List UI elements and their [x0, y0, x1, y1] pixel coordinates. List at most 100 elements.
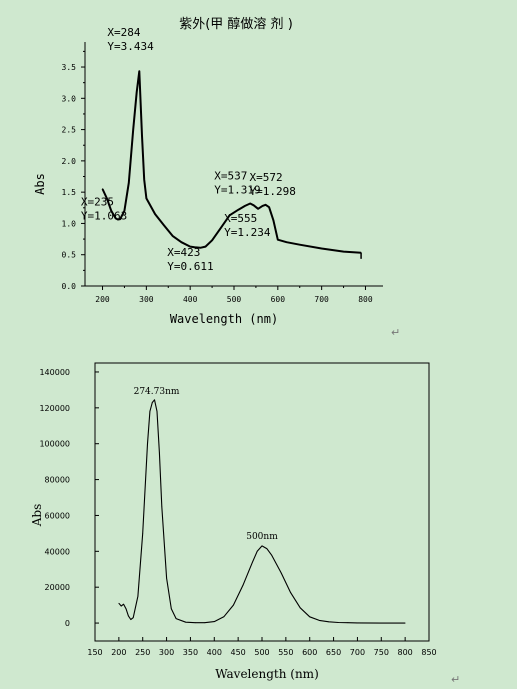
spectrum-point	[123, 603, 125, 605]
spectrum-point	[380, 622, 382, 624]
x-tick-label: 800	[358, 295, 373, 304]
spectrum-point	[249, 202, 251, 205]
peak-annotation-y: Y=1.234	[224, 226, 271, 239]
spectrum-point	[132, 617, 134, 619]
spectrum-point	[253, 204, 255, 206]
spectrum-point	[170, 608, 172, 610]
spectrum-point	[220, 227, 222, 229]
x-tick-label: 650	[326, 648, 341, 657]
spectrum-point	[261, 205, 264, 207]
spectrum-point	[137, 595, 139, 597]
spectrum-point	[145, 197, 147, 200]
spectrum-point	[189, 245, 191, 248]
peak-annotation-y: Y=1.298	[250, 185, 296, 198]
spectrum-point	[199, 247, 201, 249]
spectrum-point	[136, 91, 138, 93]
spectrum-point	[147, 443, 148, 445]
y-tick-label: 20000	[45, 583, 70, 592]
spectrum-point	[257, 208, 259, 210]
x-tick-label: 700	[314, 295, 329, 304]
spectrum-point	[299, 244, 301, 246]
spectrum-point	[125, 608, 127, 610]
spectrum-point	[193, 246, 196, 248]
peak-annotation-x: X=423	[167, 246, 200, 259]
x-tick-label: 250	[135, 648, 150, 657]
uv-spectrum-chart-methanol: 紫外(甲 醇做溶 剂 ) 200 300 400 500 600 700 800 0.0 0.5 1…	[33, 16, 383, 326]
spectrum-point	[159, 452, 160, 454]
y-tick-label: 1.5	[62, 188, 77, 197]
x-tick-label: 300	[139, 295, 154, 304]
spectrum-point	[285, 241, 288, 243]
peak-annotation-x: X=235	[81, 195, 114, 208]
spectrum-point	[232, 604, 234, 606]
uv-spectrum-chart-2: 150 200 250 300 350 400 450 500 550 600 650 700 750 8…	[30, 362, 437, 681]
x-tick-label: 600	[302, 648, 317, 657]
x-tick-label: 350	[183, 648, 198, 657]
x-axis-label: Wavelength (nm)	[170, 312, 278, 326]
spectrum-point	[163, 224, 165, 226]
spectrum-point	[264, 204, 267, 206]
x-tick-label: 600	[271, 295, 286, 304]
spectrum-line	[101, 70, 362, 254]
y-tick-label: 0	[65, 619, 70, 628]
x-tick-label: 200	[111, 648, 126, 657]
spectrum-point	[321, 247, 323, 250]
spectrum-point	[132, 128, 134, 131]
x-tick-label: 800	[398, 648, 413, 657]
spectrum-point	[299, 607, 301, 609]
y-tick-label: 60000	[45, 511, 70, 520]
x-tick-label: 500	[227, 295, 242, 304]
x-tick-label: 750	[374, 648, 389, 657]
spectrum-point	[318, 619, 320, 621]
peak-annotation-y: Y=3.434	[107, 40, 154, 53]
spectrum-point	[277, 239, 279, 241]
spectrum-point	[120, 605, 122, 607]
spectrum-point	[342, 250, 345, 253]
spectrum-point	[261, 545, 263, 547]
spectrum-point	[337, 622, 339, 623]
y-axis-label: Abs	[30, 504, 44, 528]
y-tick-label: 40000	[45, 547, 70, 556]
x-tick-label: 400	[207, 648, 222, 657]
spectrum-point	[280, 572, 282, 574]
spectrum-point	[272, 219, 275, 221]
x-tick-label: 700	[350, 648, 365, 657]
spectrum-point	[161, 506, 163, 507]
spectrum-point	[204, 622, 206, 624]
spectrum-point	[211, 239, 213, 241]
spectrum-point	[309, 616, 311, 618]
spectrum-point	[101, 188, 104, 190]
spectrum-point	[151, 402, 153, 403]
peak-annotation-y: Y=0.611	[167, 260, 213, 273]
spectrum-point	[106, 197, 108, 200]
y-tick-label: 140000	[39, 368, 70, 377]
spectrum-point	[180, 241, 183, 243]
peak-annotation-y: Y=1.319	[214, 183, 260, 196]
spectrum-point	[128, 182, 130, 184]
spectrum-point	[229, 214, 231, 216]
spectrum-point	[141, 135, 143, 137]
spectrum-point	[242, 585, 244, 586]
spectrum-point	[266, 548, 268, 550]
spectrum-point	[194, 622, 196, 624]
spectrum-point	[213, 621, 215, 623]
y-tick-label: 2.5	[62, 126, 77, 135]
y-tick-label: 2.0	[62, 157, 77, 166]
x-tick-label: 550	[278, 648, 293, 657]
spectrum-point	[142, 532, 144, 534]
y-axis-label: Abs	[33, 173, 47, 195]
y-tick-label: 3.0	[62, 94, 77, 103]
spectrum-point	[172, 235, 174, 237]
spectrum-point	[271, 554, 272, 556]
spectrum-point	[119, 218, 121, 220]
y-tick-label: 0.5	[62, 251, 77, 260]
x-tick-label: 850	[421, 648, 436, 657]
x-tick-label: 150	[87, 648, 102, 657]
spectrum-point	[138, 70, 140, 72]
peak-annotation: 500nm	[246, 532, 278, 542]
spectrum-point	[154, 399, 155, 401]
spectrum-point	[256, 550, 258, 552]
spectrum-point	[154, 213, 156, 215]
spectrum-point	[252, 561, 253, 563]
